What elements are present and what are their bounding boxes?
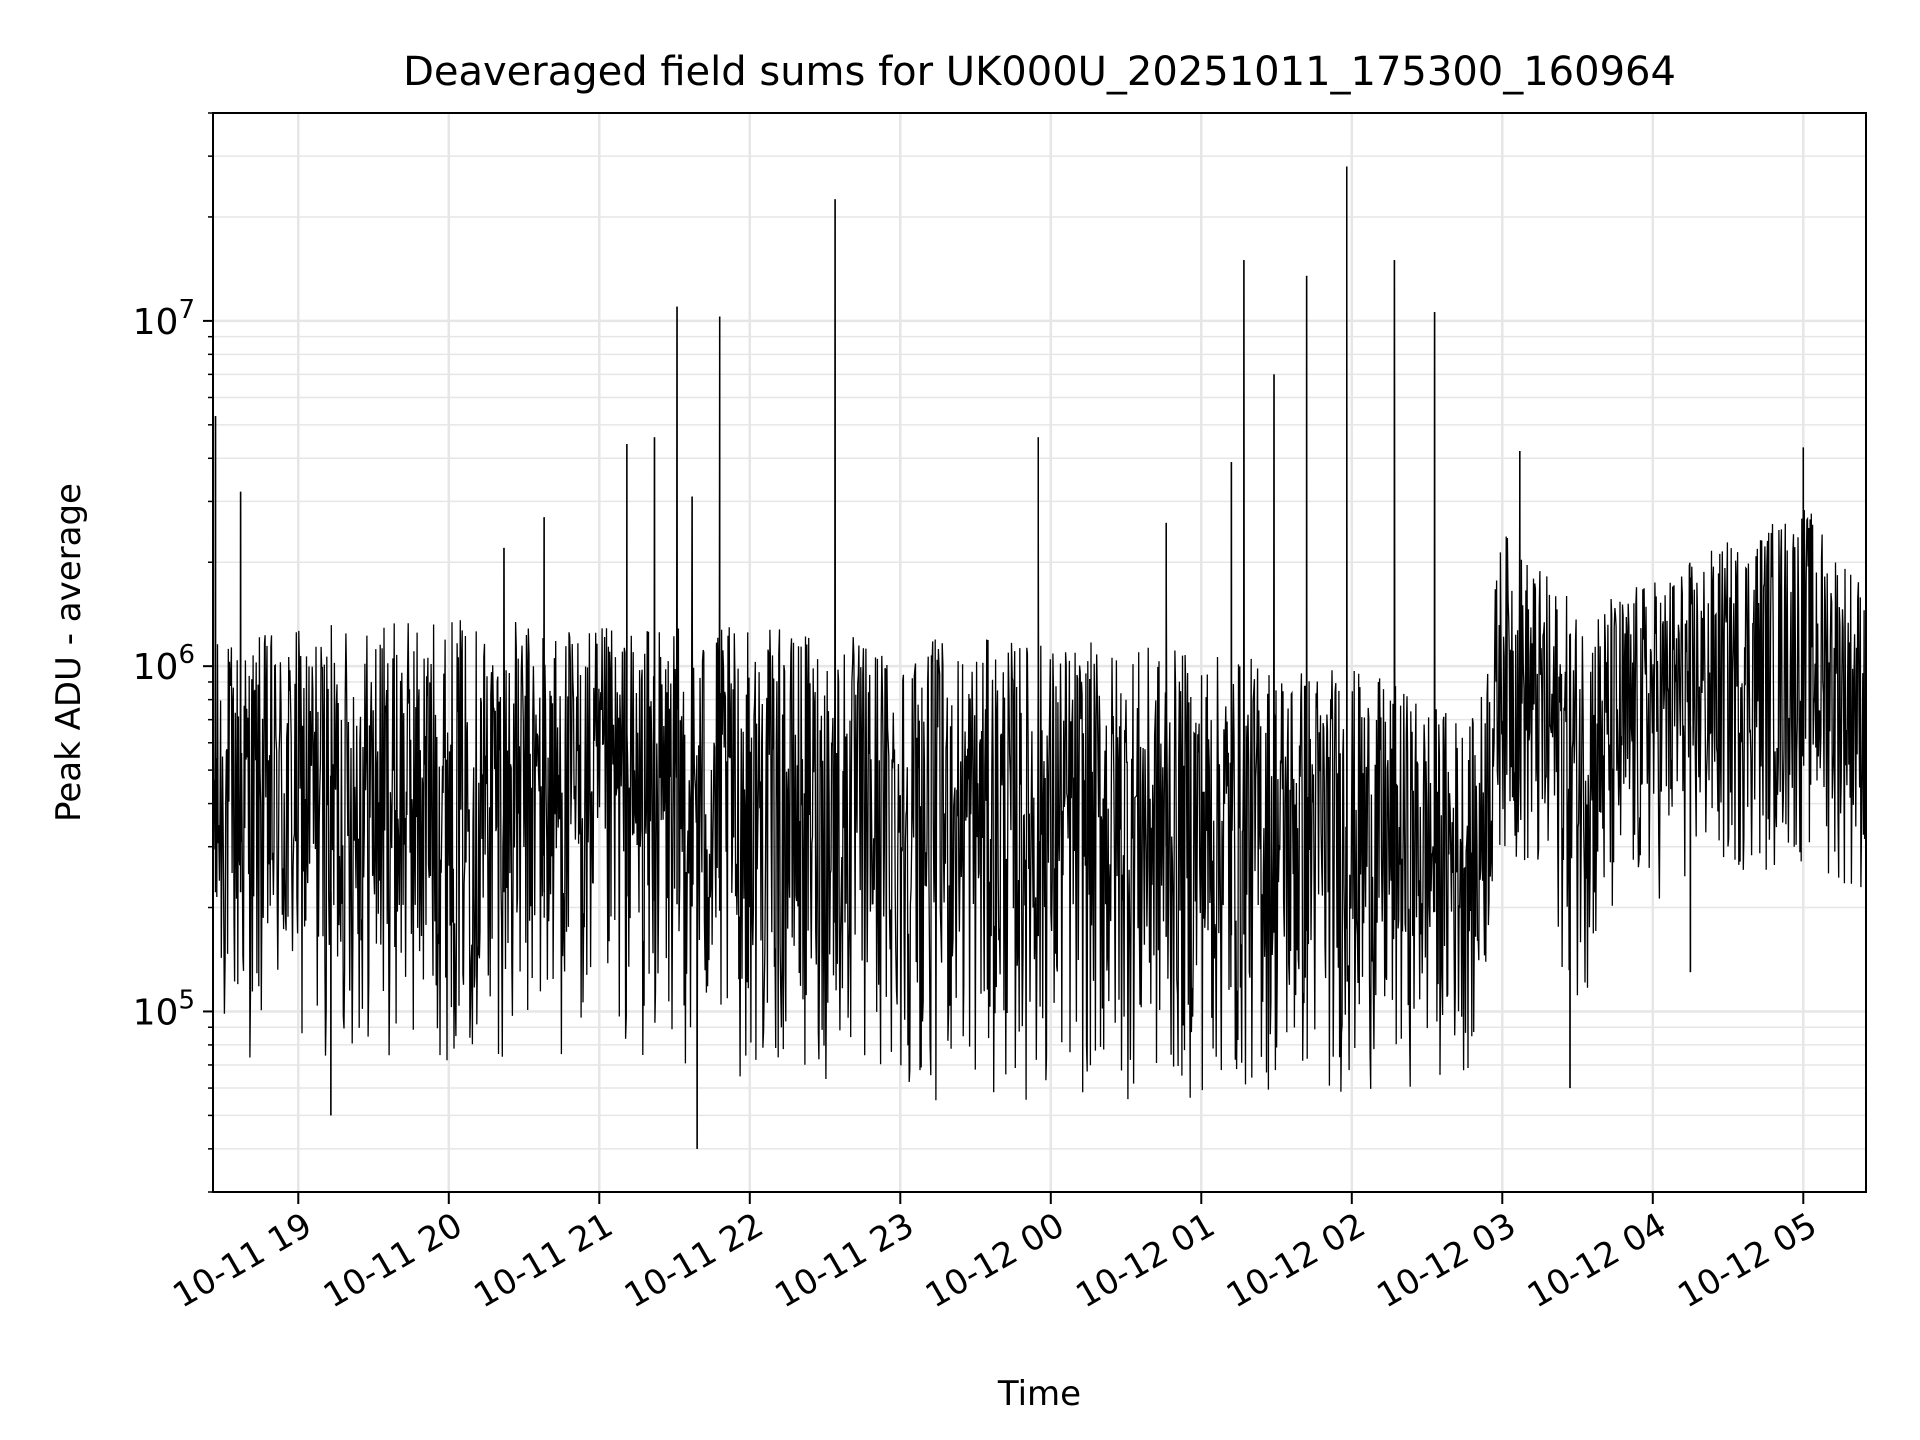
y-tick-label: 106 xyxy=(133,640,195,688)
y-tick-label: 105 xyxy=(133,985,195,1033)
x-axis-label: Time xyxy=(997,1374,1081,1414)
data-series xyxy=(212,166,1867,1149)
y-tick-label: 107 xyxy=(133,295,195,343)
series-line xyxy=(212,166,1867,1149)
y-axis: 105 106 107 xyxy=(133,112,213,1193)
y-axis-label: Peak ADU - average xyxy=(49,483,89,822)
chart-title: Deaveraged field sums for UK000U_2025101… xyxy=(403,49,1676,95)
plot-frame xyxy=(212,112,1867,1193)
